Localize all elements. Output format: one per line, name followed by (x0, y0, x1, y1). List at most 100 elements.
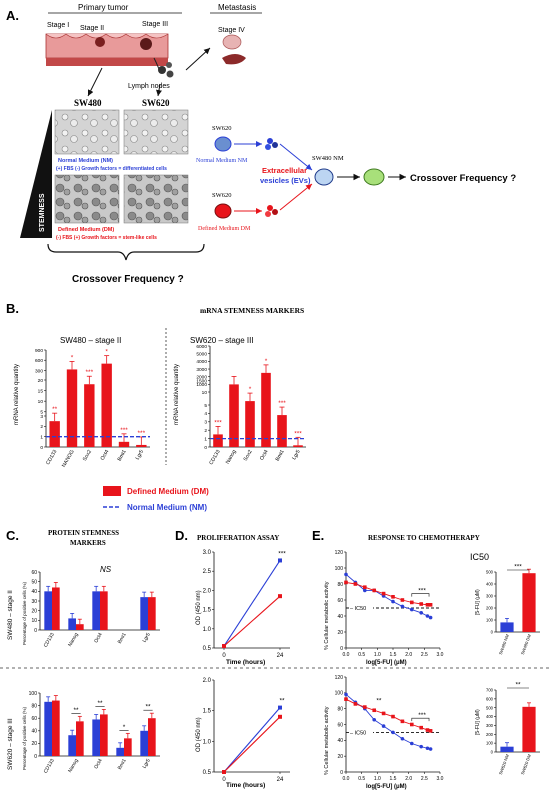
y-tick-label: 600 (35, 358, 43, 364)
significance-bracket (411, 717, 430, 722)
significance-mark: *** (138, 430, 146, 437)
proliferation-chart-sw480: 0.5 1.0 1.5 2.0 2.5 3.0 0 24 *** (203, 550, 290, 659)
legend-nm-label: Normal Medium (NM) (127, 503, 207, 512)
x-tick-label: NANOG (61, 449, 76, 468)
bar (522, 573, 536, 632)
fit-curve (345, 574, 431, 619)
x-tick-label: 0.5 (358, 776, 365, 782)
significance-mark: * (265, 358, 268, 365)
x-tick-label: Lgr5 (142, 632, 152, 644)
bar (100, 714, 108, 756)
mrna-chart-sw480: 0 1 2 35 10 15 20 300 600 900 ** CD133 * NANOG *** Sox2… (35, 348, 150, 468)
significance-mark: *** (278, 550, 286, 557)
stage-2-label: Stage II (80, 25, 104, 32)
bar (66, 369, 78, 447)
nm-arrow-label: Normal Medium NM (196, 158, 248, 164)
stage-3-label: Stage III (142, 21, 168, 28)
y-tick-label: 2000 (196, 375, 207, 381)
significance-mark: ** (515, 682, 521, 689)
x-tick-label: Lgr5 (142, 758, 152, 770)
y-tick-label: 300 (486, 723, 494, 728)
sw620-bottom-label: SW620 (212, 192, 232, 199)
significance-mark: *** (514, 564, 522, 571)
panel-d-ylabel-bottom: OD (450 nm) (196, 717, 202, 752)
data-point (278, 714, 282, 719)
fit-curve (345, 581, 431, 606)
bar (522, 706, 536, 752)
y-tick-label: 60 (337, 722, 343, 728)
stage-1-label: Stage I (47, 22, 69, 29)
bar (229, 384, 239, 447)
x-tick-label: 2.5 (421, 776, 428, 782)
x-tick-label: CD133 (43, 632, 56, 649)
significance-mark: *** (418, 712, 426, 719)
bar (124, 738, 132, 756)
ic50-mark-bg (349, 604, 373, 612)
significance-mark: * (249, 386, 252, 393)
chemo-response-chart-sw480: 0 20 40 60 80 100 120 0.0 0.5 1.0 1.5 2.0 2.5 3.0 – IC… (335, 550, 444, 658)
y-tick-label: 1 (204, 436, 207, 442)
significance-mark: ** (376, 698, 382, 705)
series-line (223, 595, 281, 647)
panel-b-title: mRNA STEMNESS MARKERS (200, 306, 304, 315)
y-tick-label: 300 (35, 368, 43, 374)
panel-d-xlabel-top: Time (hours) (226, 659, 265, 666)
ic50-mark-bg (349, 728, 373, 737)
bar (148, 718, 156, 756)
dm-caption-2: (-) FBS (+) Growth factors = stem-like c… (56, 235, 157, 241)
x-tick-label: 1.5 (390, 652, 397, 658)
bar (68, 735, 76, 756)
chemo-response-chart-sw620: 0 20 40 60 80 100 120 0.0 0.5 1.0 1.5 2.0 2.5 3.0 – IC… (335, 675, 444, 782)
y-tick-label: 100 (486, 618, 494, 623)
y-tick-label: 100 (486, 741, 494, 746)
y-tick-label: 0 (34, 754, 37, 760)
panel-e-label: E. (312, 528, 324, 543)
significance-bracket (411, 593, 430, 597)
y-tick-label: 5 (204, 403, 207, 409)
x-tick-label: 1.5 (390, 776, 397, 782)
y-tick-label: 20 (337, 630, 343, 636)
stemness-label: STEMNESS (39, 193, 46, 232)
ev-label-1: Extracellular (262, 166, 307, 175)
series-line (223, 707, 281, 773)
data-point (344, 580, 348, 585)
dm-cell-icon (214, 203, 232, 219)
y-tick-label: 3.0 (203, 550, 212, 556)
y-tick-label: 0 (491, 750, 494, 755)
sw480-arrow (87, 67, 103, 97)
y-tick-label: 2.0 (203, 678, 212, 684)
data-point (428, 747, 433, 751)
bar (140, 597, 148, 630)
y-tick-label: 1000 (196, 382, 207, 388)
bar (52, 587, 60, 630)
y-tick-label: 5 (40, 410, 43, 416)
y-tick-label: 0 (204, 445, 207, 451)
bar (76, 624, 84, 630)
bar (148, 597, 156, 630)
bar (84, 384, 95, 447)
ic50-title: IC50 (470, 552, 489, 562)
panel-a-label: A. (6, 8, 19, 23)
significance-mark: * (105, 349, 108, 356)
series-line (223, 716, 281, 773)
y-tick-label: 500 (486, 705, 494, 710)
x-tick-label: SW480 NM (498, 633, 510, 655)
nm-caption-1: Normal Medium (NM) (58, 158, 113, 164)
x-tick-label: Nanog (225, 449, 238, 465)
y-tick-label: 1500 (196, 378, 207, 384)
sw480-heading: SW480 (74, 98, 102, 108)
panel-d-label: D. (175, 528, 188, 543)
x-tick-label: Bmi1 (275, 449, 286, 462)
x-tick-label: SW620 DM (520, 753, 532, 775)
sw620-heading: SW620 (142, 98, 170, 108)
panel-b-label: B. (6, 301, 19, 316)
bar (44, 701, 52, 756)
sw480-nm-label: SW480 NM (312, 155, 344, 162)
ev-dm-merge-arrow (279, 183, 313, 211)
bar (92, 591, 100, 630)
panel-b-ylabel-right: mRNA relative quantity (174, 364, 180, 425)
panel-b-left-title: SW480 – stage II (60, 336, 121, 345)
bar (261, 372, 271, 447)
panel-e-ylabel-bottom: % Cellular metabolic activity (324, 706, 330, 775)
panel-b-ylabel-left: mRNA relative quantity (14, 364, 20, 425)
